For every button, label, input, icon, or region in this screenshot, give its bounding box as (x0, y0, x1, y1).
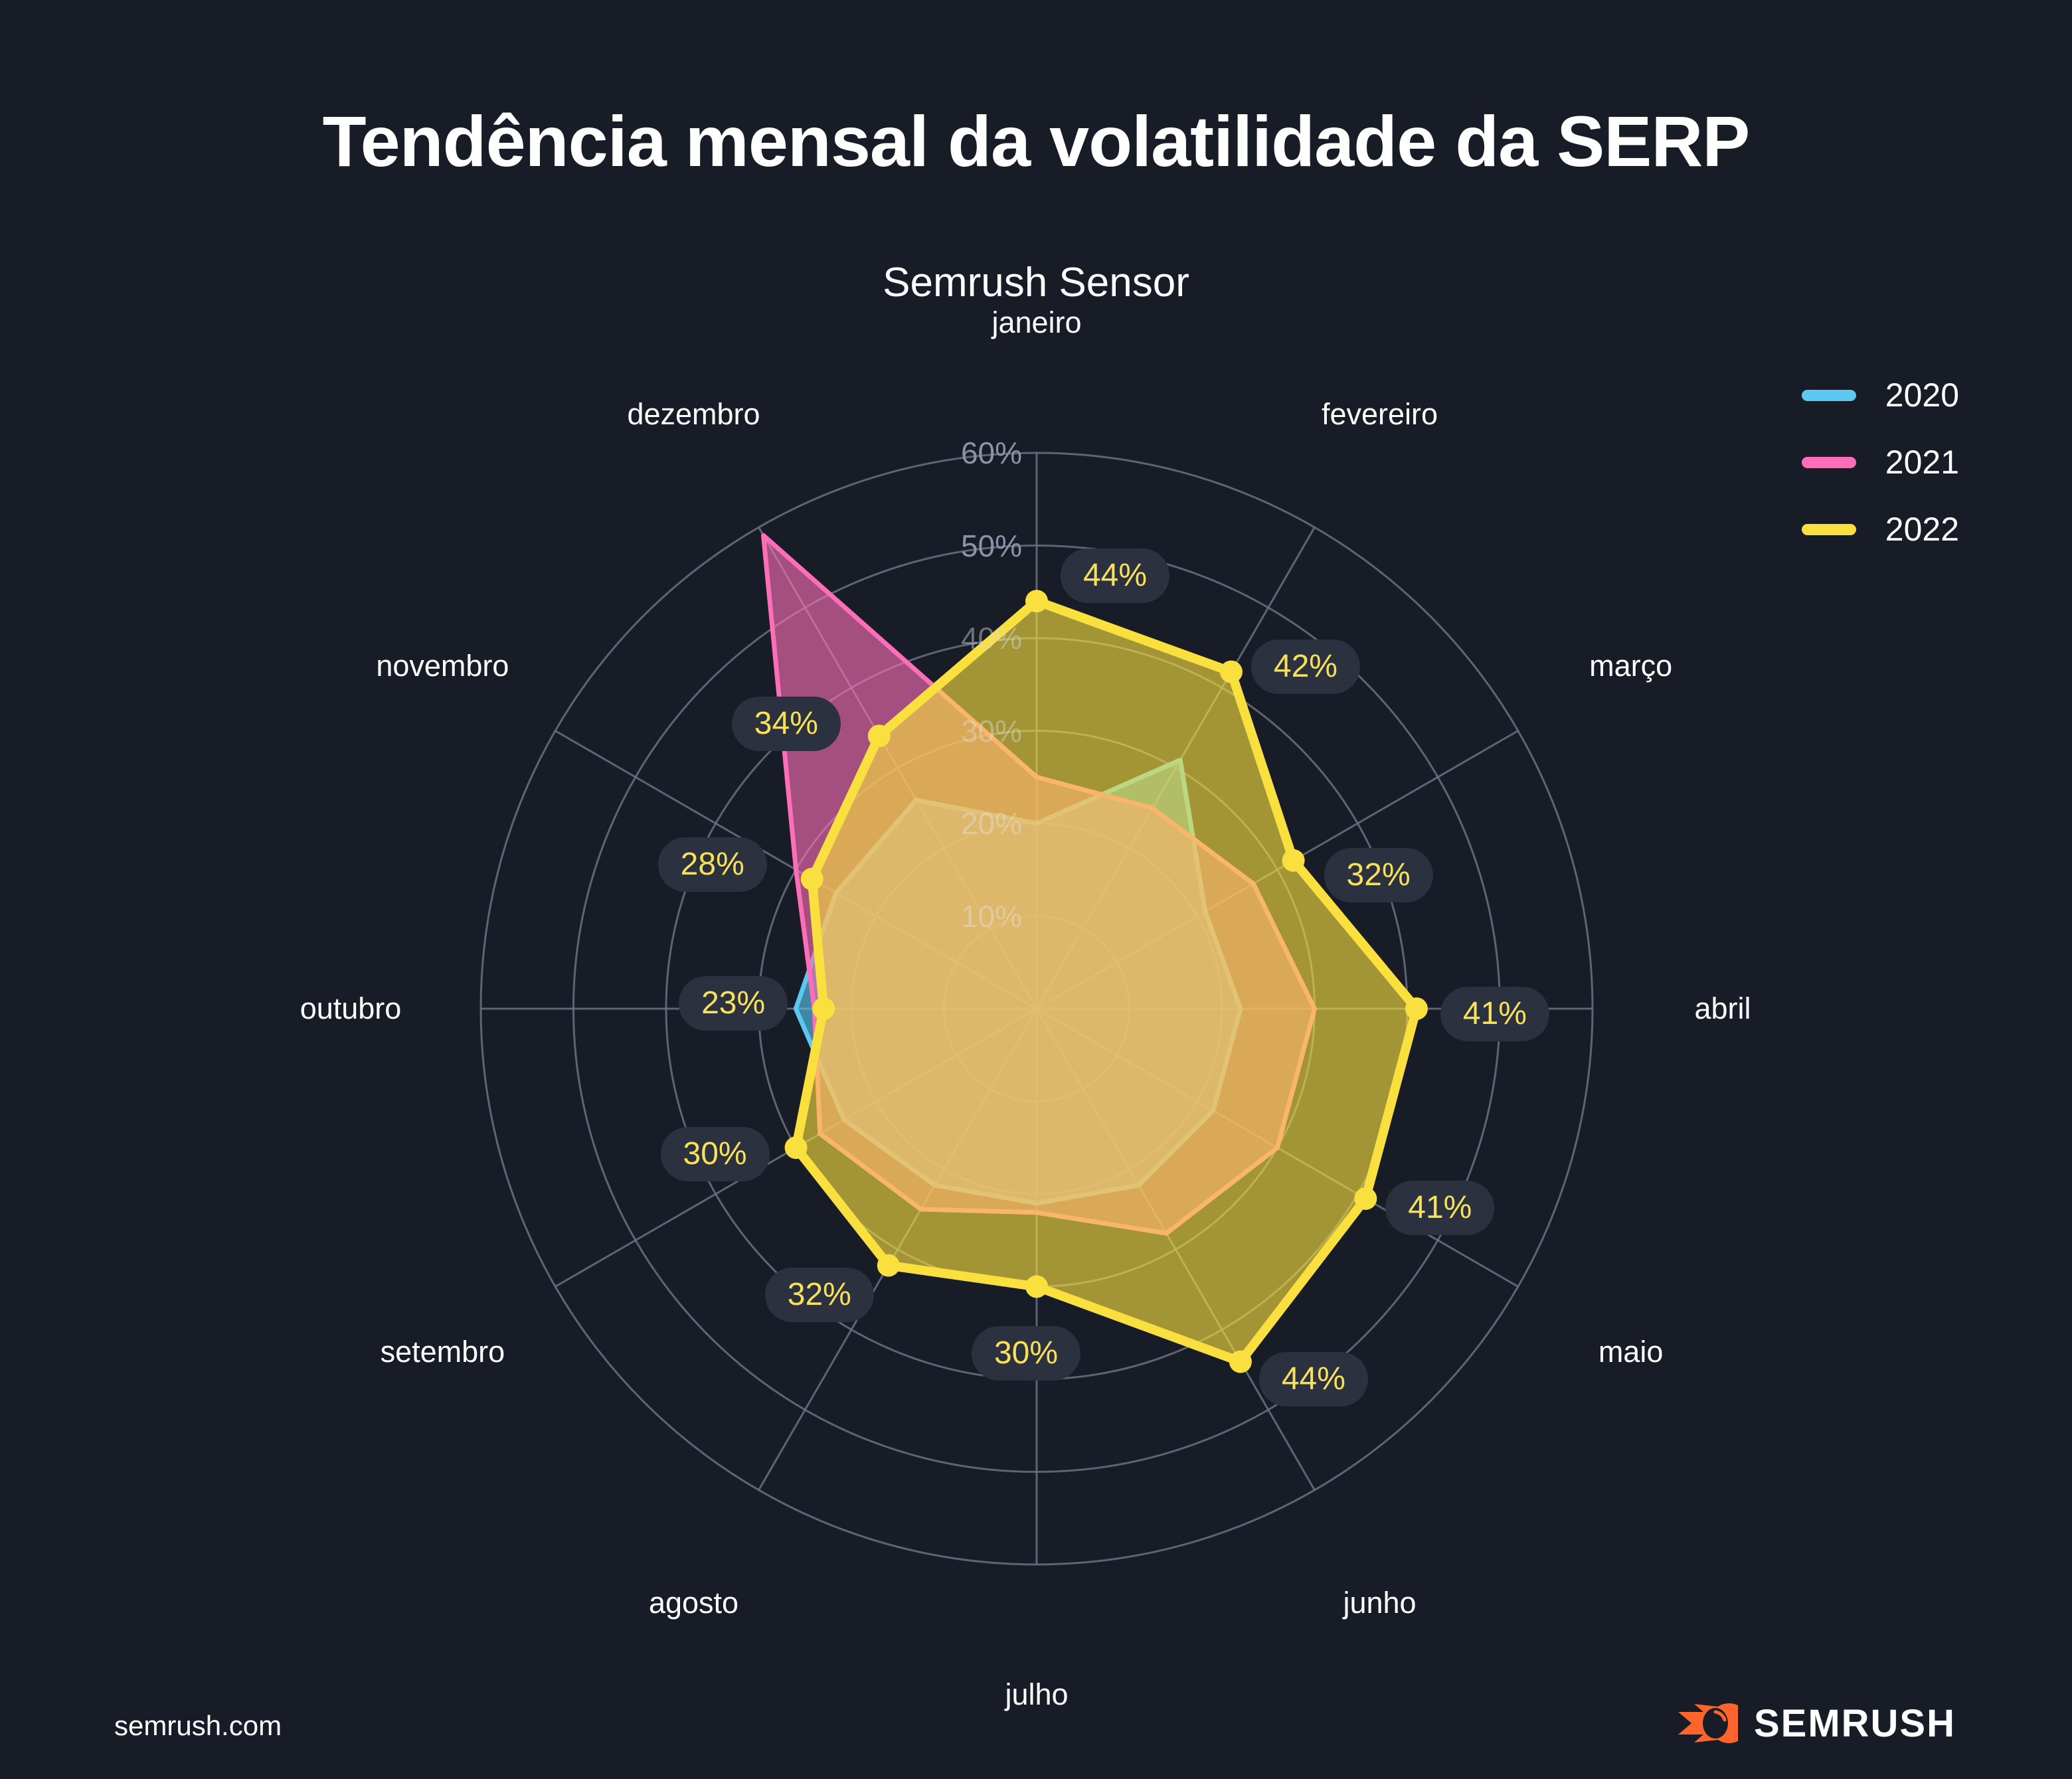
radial-tick-label-10: 10% (960, 898, 1023, 934)
page-subtitle: Semrush Sensor (883, 260, 1189, 305)
brand-logo: SEMRUSH (1677, 1699, 1956, 1748)
legend-swatch-2020 (1801, 389, 1856, 401)
value-label-fevereiro: 42% (1251, 639, 1360, 694)
value-label-outubro: 23% (679, 976, 788, 1031)
brand-name: SEMRUSH (1753, 1701, 1956, 1745)
axis-label-abril: abril (1694, 991, 1751, 1025)
value-label-dezembro: 34% (731, 697, 841, 752)
radial-tick-label-50: 50% (960, 528, 1023, 563)
value-label-abril: 41% (1440, 987, 1549, 1041)
legend-label-2021: 2021 (1885, 444, 1959, 481)
radial-tick-label-60: 60% (960, 436, 1023, 470)
semrush-flame-icon (1678, 1703, 1738, 1743)
legend-item-2020[interactable]: 2020 (1801, 377, 1959, 414)
legend-item-2021[interactable]: 2021 (1801, 444, 1959, 481)
value-label-setembro: 30% (660, 1127, 770, 1182)
axis-label-dezembro: dezembro (627, 397, 760, 432)
chart-legend: 2020 2021 2022 (1801, 377, 1959, 548)
axis-label-fevereiro: fevereiro (1321, 397, 1438, 432)
radial-tick-label-40: 40% (960, 621, 1023, 655)
value-label-junho: 44% (1258, 1351, 1368, 1406)
value-label-julho: 30% (971, 1325, 1081, 1381)
legend-swatch-2021 (1801, 456, 1856, 468)
value-label-março: 32% (1324, 847, 1433, 902)
value-label-agosto: 32% (764, 1267, 874, 1322)
legend-swatch-2022 (1801, 523, 1856, 535)
axis-label-janeiro: janeiro (992, 305, 1082, 339)
axis-label-maio: maio (1598, 1334, 1664, 1369)
value-label-janeiro: 44% (1060, 549, 1170, 604)
radial-tick-label-30: 30% (960, 713, 1023, 748)
value-label-maio: 41% (1385, 1180, 1495, 1235)
legend-label-2020: 2020 (1885, 377, 1959, 414)
radial-tick-label-20: 20% (960, 806, 1023, 841)
axis-label-março: março (1589, 648, 1673, 683)
value-label-novembro: 28% (657, 837, 767, 892)
legend-label-2022: 2022 (1885, 511, 1959, 548)
footer-url[interactable]: semrush.com (114, 1710, 282, 1741)
page-title: Tendência mensal da volatilidade da SERP (322, 101, 1751, 181)
axis-label-julho: julho (1005, 1677, 1069, 1711)
legend-item-2022[interactable]: 2022 (1801, 511, 1959, 548)
axis-label-junho: junho (1343, 1585, 1417, 1620)
axis-label-novembro: novembro (376, 648, 509, 683)
axis-label-agosto: agosto (648, 1585, 739, 1620)
axis-label-outubro: outubro (300, 991, 402, 1025)
axis-label-setembro: setembro (380, 1334, 505, 1369)
